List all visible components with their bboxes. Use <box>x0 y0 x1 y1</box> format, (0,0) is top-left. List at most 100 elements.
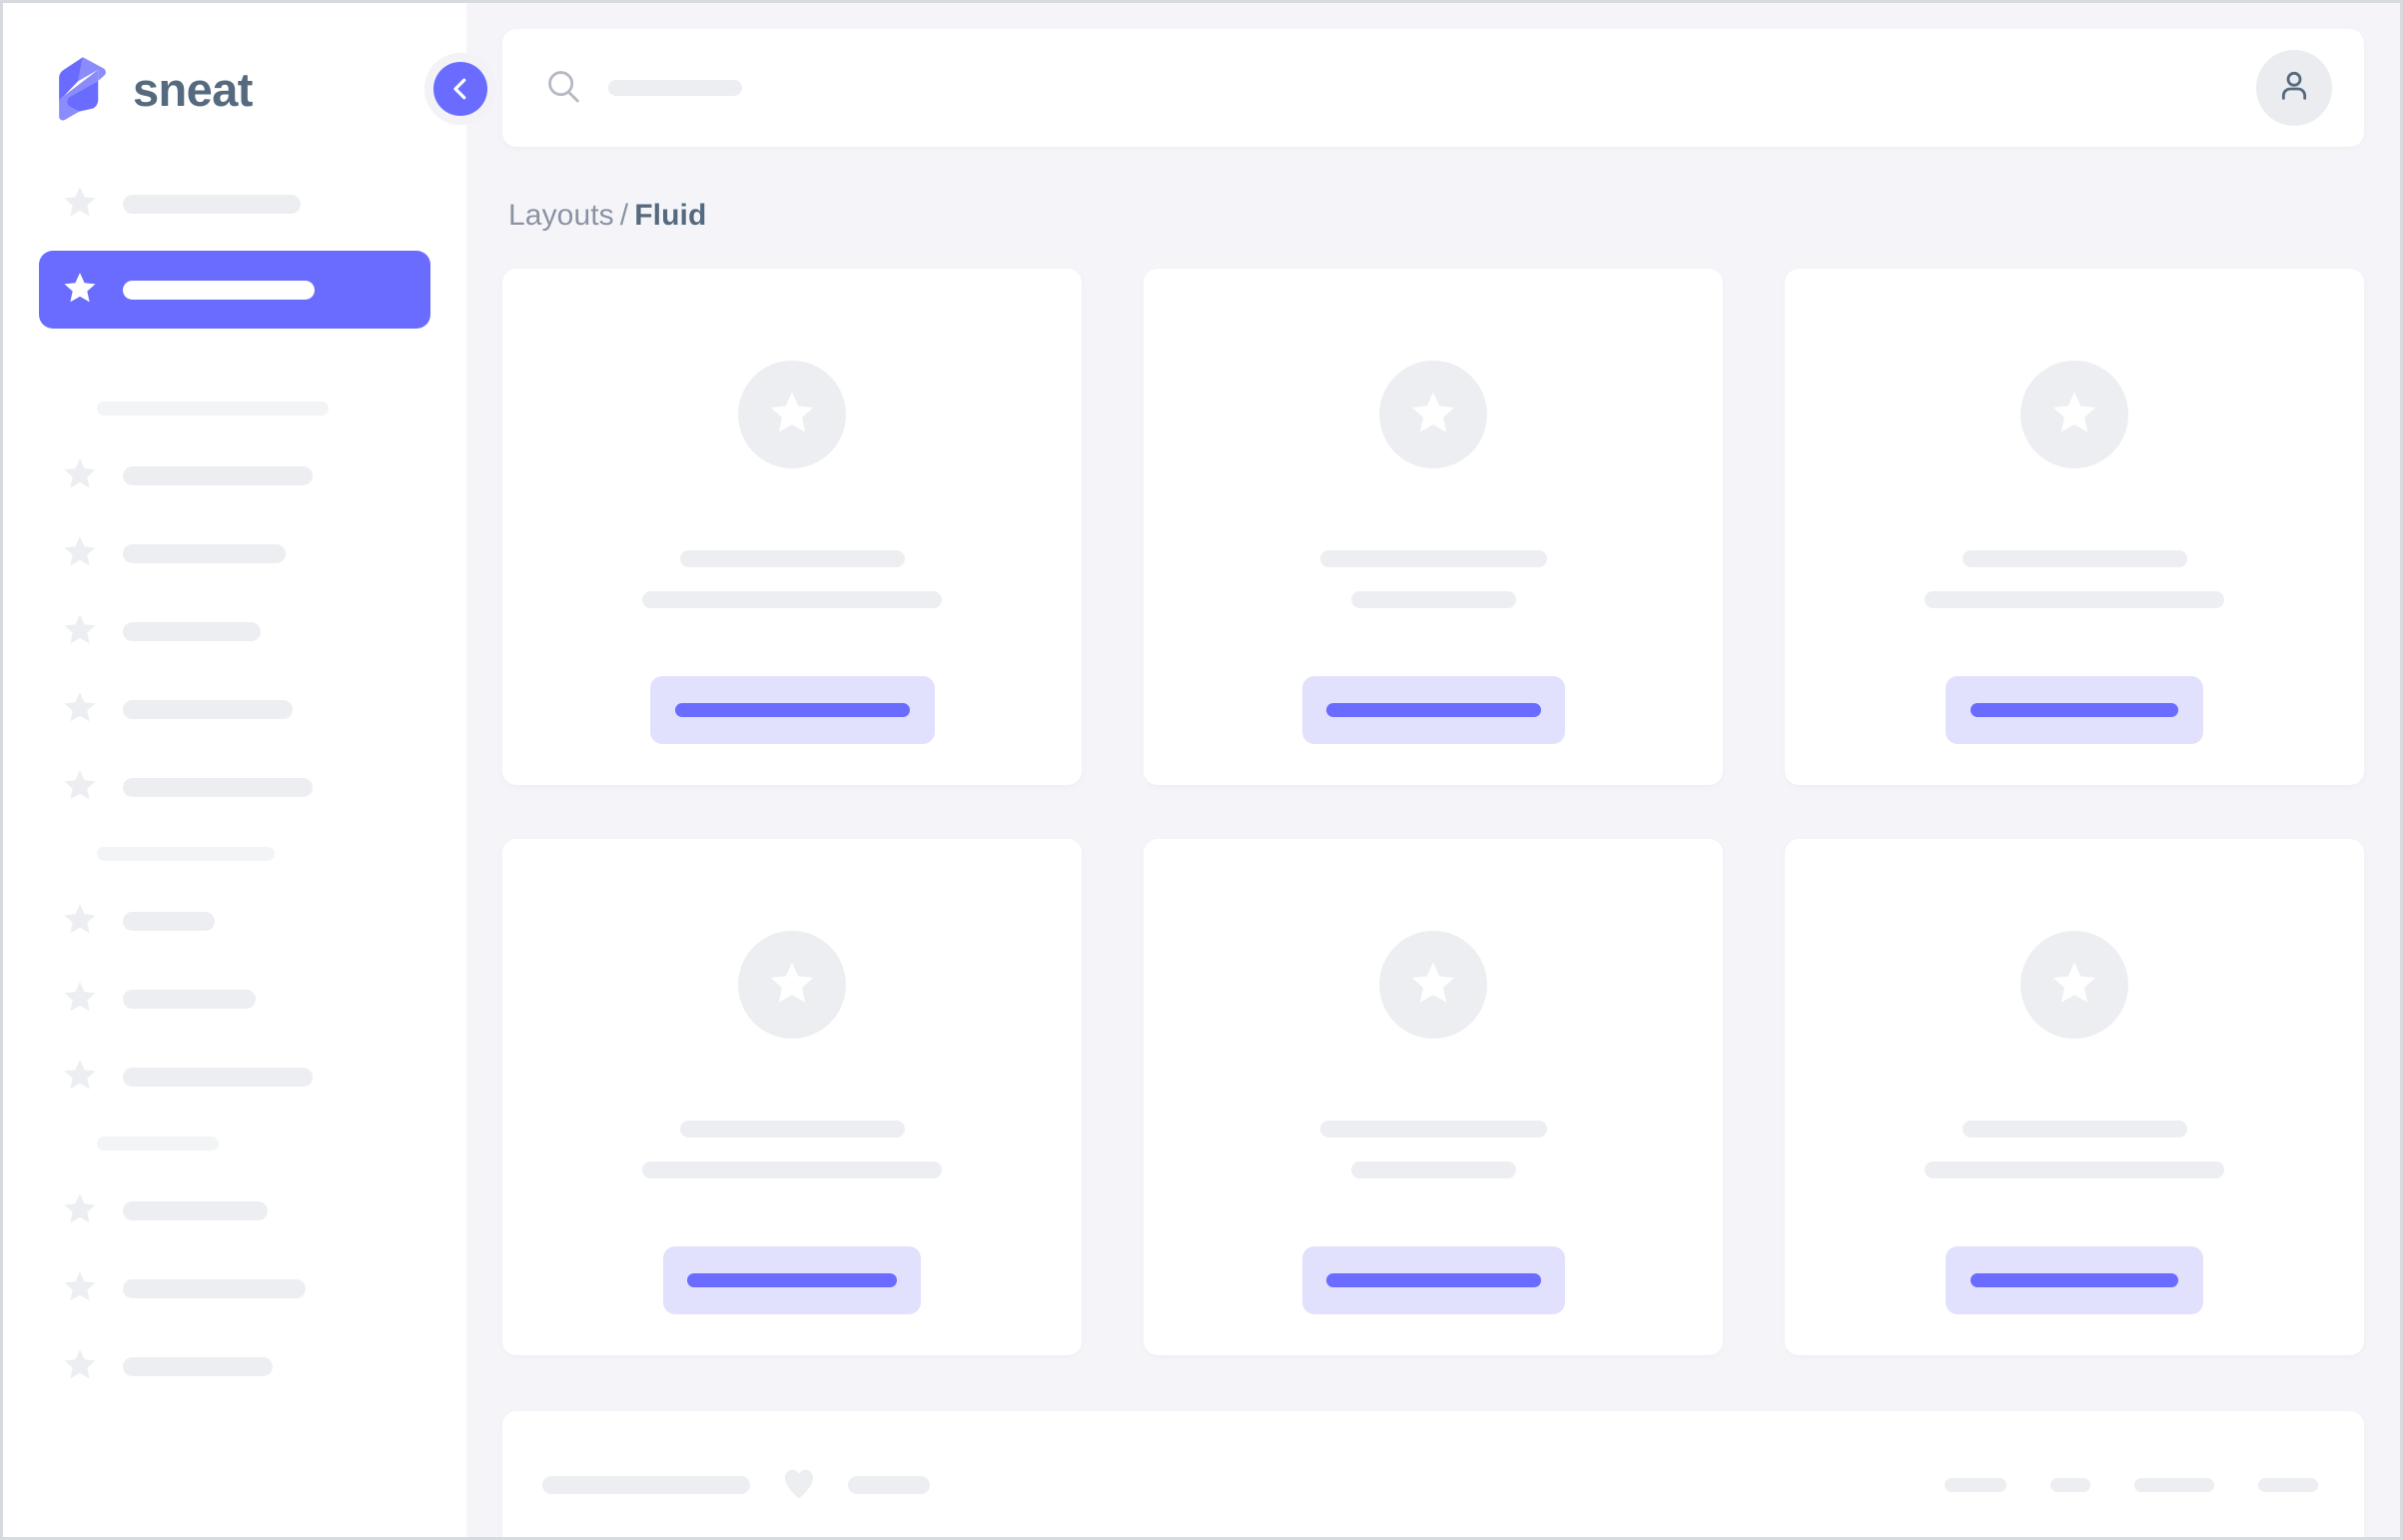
sidebar-item[interactable] <box>39 748 430 826</box>
footer-link-skeleton[interactable] <box>1945 1478 2006 1492</box>
star-icon <box>61 183 99 226</box>
sidebar-section-divider <box>39 826 430 882</box>
sidebar-item[interactable] <box>39 882 430 960</box>
card-action-button-label-skeleton <box>1971 703 2178 717</box>
star-icon <box>61 766 99 809</box>
user-icon <box>2274 66 2314 111</box>
cards-grid <box>502 269 2364 1355</box>
footer-left <box>542 1463 930 1508</box>
footer-link-skeleton[interactable] <box>2134 1478 2214 1492</box>
footer-credit-skeleton <box>848 1476 930 1494</box>
sidebar-item-label-skeleton <box>123 280 315 300</box>
card-title-skeleton <box>1962 1121 2187 1138</box>
sidebar-item[interactable] <box>39 1327 430 1405</box>
card-title-skeleton <box>1319 1121 1547 1138</box>
sidebar-section-label-skeleton <box>97 847 275 861</box>
avatar[interactable] <box>2256 50 2332 126</box>
content-card <box>1785 839 2364 1355</box>
brand[interactable]: sneat <box>3 3 466 131</box>
sidebar-item-label-skeleton <box>123 699 293 719</box>
card-title-skeleton <box>679 550 905 567</box>
star-icon <box>1407 386 1459 443</box>
content-card <box>1144 269 1723 785</box>
sidebar-item[interactable] <box>39 1038 430 1116</box>
sidebar-item-label-skeleton <box>123 1067 313 1087</box>
sneat-logo-icon <box>51 55 113 123</box>
footer-links <box>1945 1478 2318 1492</box>
star-icon <box>61 532 99 575</box>
sidebar-collapse-toggle[interactable] <box>424 53 496 125</box>
card-subtitle-skeleton <box>1925 1161 2224 1178</box>
sidebar-item-label-skeleton <box>123 989 256 1009</box>
content-card <box>502 839 1082 1355</box>
sidebar-item-label-skeleton <box>123 1356 273 1376</box>
sidebar-item[interactable] <box>39 436 430 514</box>
content-area: Layouts / Fluid <box>466 3 2400 1537</box>
card-action-button-label-skeleton <box>687 1273 897 1287</box>
sidebar-item[interactable] <box>39 670 430 748</box>
sidebar-item-label-skeleton <box>123 1278 306 1298</box>
card-text-skeleton <box>1785 1121 2364 1178</box>
sidebar-item[interactable] <box>39 1171 430 1249</box>
card-subtitle-skeleton <box>642 1161 942 1178</box>
footer-text-skeleton <box>542 1476 750 1494</box>
breadcrumb-parent[interactable]: Layouts <box>508 199 614 232</box>
sidebar-section-label-skeleton <box>97 401 329 415</box>
star-icon <box>61 978 99 1021</box>
content-card <box>502 269 1082 785</box>
menu-spacer <box>39 243 430 251</box>
breadcrumb-current: Fluid <box>634 199 707 232</box>
card-text-skeleton <box>502 1121 1082 1178</box>
sidebar-item-label-skeleton <box>123 777 313 797</box>
search-placeholder-skeleton <box>608 80 742 96</box>
sidebar-section-label-skeleton <box>97 1137 219 1151</box>
card-action-button[interactable] <box>663 1246 921 1314</box>
card-avatar <box>738 931 846 1039</box>
sidebar-item[interactable] <box>39 1249 430 1327</box>
card-title-skeleton <box>679 1121 905 1138</box>
star-icon <box>61 1267 99 1310</box>
card-action-button[interactable] <box>1301 1246 1565 1314</box>
card-avatar <box>2020 931 2128 1039</box>
star-icon <box>766 957 818 1014</box>
top-navbar <box>502 29 2364 147</box>
sidebar-item[interactable] <box>39 592 430 670</box>
star-icon <box>61 454 99 497</box>
card-text-skeleton <box>502 550 1082 608</box>
card-title-skeleton <box>1319 550 1547 567</box>
footer-link-skeleton[interactable] <box>2258 1478 2318 1492</box>
star-icon <box>61 688 99 731</box>
sidebar-item-label-skeleton <box>123 194 301 214</box>
star-icon <box>61 610 99 653</box>
sidebar-item-label-skeleton <box>123 1200 268 1220</box>
search-icon <box>544 67 582 110</box>
sidebar-section-divider <box>39 1116 430 1171</box>
search-input[interactable] <box>544 67 2256 110</box>
sidebar-item-active[interactable] <box>39 251 430 329</box>
card-action-button[interactable] <box>1946 676 2203 744</box>
sidebar: sneat <box>3 3 496 1537</box>
breadcrumb: Layouts / Fluid <box>502 147 2364 269</box>
footer-link-skeleton[interactable] <box>2050 1478 2090 1492</box>
card-action-button[interactable] <box>1301 676 1565 744</box>
sidebar-item[interactable] <box>39 960 430 1038</box>
card-action-button[interactable] <box>649 676 935 744</box>
card-text-skeleton <box>1785 550 2364 608</box>
sidebar-item-label-skeleton <box>123 465 313 485</box>
card-action-button-label-skeleton <box>1325 1273 1541 1287</box>
card-avatar <box>1379 931 1487 1039</box>
sidebar-item-label-skeleton <box>123 911 215 931</box>
card-subtitle-skeleton <box>1350 591 1516 608</box>
star-icon <box>61 269 99 312</box>
sidebar-item-label-skeleton <box>123 621 261 641</box>
card-action-button[interactable] <box>1946 1246 2203 1314</box>
star-icon <box>61 1189 99 1232</box>
card-subtitle-skeleton <box>1350 1161 1516 1178</box>
brand-name: sneat <box>133 62 253 116</box>
sidebar-item[interactable] <box>39 514 430 592</box>
sidebar-item-label-skeleton <box>123 543 286 563</box>
sidebar-menu <box>3 131 466 1405</box>
card-avatar <box>1379 361 1487 468</box>
sidebar-item[interactable] <box>39 165 430 243</box>
card-action-button-label-skeleton <box>674 703 910 717</box>
